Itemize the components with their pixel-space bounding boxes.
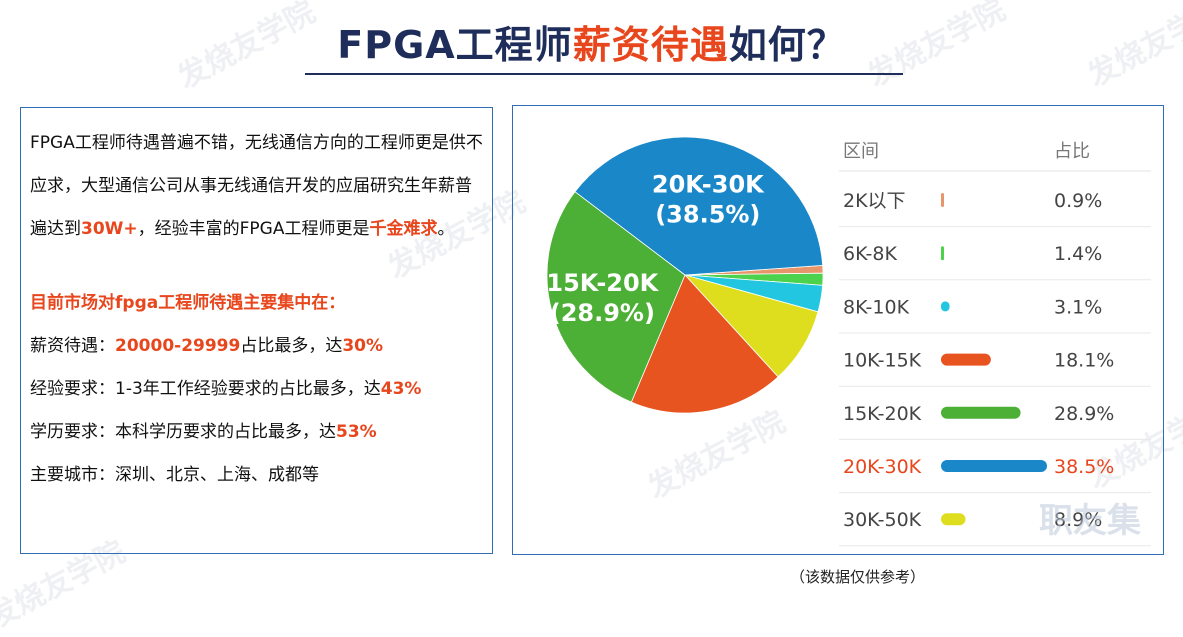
pie-slice-15k-20k [546,191,686,403]
title-part-3: 如何？ [728,23,846,67]
stat-salary-pct: 30% [342,336,384,356]
intro-highlight-salary: 30W+ [81,219,138,239]
pie-slice-20k-30k [574,136,824,276]
pie-label-range-20k-30k: 20K-30K [652,170,765,198]
stat-salary-range: 20000-29999 [115,336,241,356]
table-row-label-2k: 2K以下 [843,190,906,212]
table-row-pct-30k-50k: 8.9% [1054,509,1102,531]
pie-slice-10k-15k [630,274,779,414]
stat-exp-text: 1-3年工作经验要求的占比最多，达 [115,379,381,399]
table-bar-20k-30k [941,460,1047,472]
table-header-share: 占比 [1054,141,1090,162]
table-row-label-15k-20k: 15K-20K [843,403,922,425]
intro-text-1: FPGA工程师待遇普遍不错，无线通信方向的工程师更是供不应求，大型通信公司从事无… [30,133,483,239]
table-header-range: 区间 [843,141,879,162]
pie-label-pct-15k-20k: (28.9%) [550,299,655,327]
stat-edu-label: 学历要求： [30,422,115,442]
table-row-pct-15k-20k: 28.9% [1054,403,1114,425]
table-bar-10k-15k [941,353,991,366]
summary-panel: FPGA工程师待遇普遍不错，无线通信方向的工程师更是供不应求，大型通信公司从事无… [20,107,493,554]
footnote: （该数据仅供参考） [790,568,926,586]
table-row-pct-20k-30k: 38.5% [1054,456,1114,478]
title-underline [305,73,903,75]
intro-highlight-rare: 千金难求 [369,219,438,239]
table-row-pct-6k-8k: 1.4% [1054,243,1102,265]
stat-city-text: 深圳、北京、上海、成都等 [115,465,319,485]
stat-cities: 主要城市：深圳、北京、上海、成都等 [30,454,484,497]
stat-city-label: 主要城市： [30,465,115,485]
stat-edu-pct: 53% [336,422,377,442]
pie-label-range-15k-20k: 15K-20K [546,269,659,297]
brand-watermark: 职友集 [1039,501,1141,541]
title-highlight: 薪资待遇 [572,23,729,67]
table-bar-2k [941,193,944,207]
table-row-label-30k-50k: 30K-50K [843,509,922,531]
stat-edu-text: 本科学历要求的占比最多，达 [115,422,336,442]
table-row-label-8k-10k: 8K-10K [843,296,910,318]
title-part-1: FPGA工程师 [337,23,573,67]
table-row-pct-10k-15k: 18.1% [1054,350,1114,372]
table-bar-30k-50k [941,513,966,526]
stat-exp-pct: 43% [380,379,422,399]
market-heading: 目前市场对fpga工程师待遇主要集中在： [30,293,346,313]
table-bar-6k-8k [941,246,944,261]
table-row-label-20k-30k: 20K-30K [843,456,922,478]
intro-text-2: ，经验丰富的FPGA工程师更是 [137,219,370,239]
stat-salary-text: 占比最多，达 [240,336,343,356]
intro-text-3: 。 [437,219,455,239]
chart-panel: 20K-30K (38.5%) 15K-20K (28.9%) 区间 占比 2K以下 0.9%… [512,105,1164,555]
stat-salary-label: 薪资待遇： [30,336,115,356]
stat-salary: 薪资待遇：20000-29999占比最多，达30% [30,325,484,368]
table-bar-8k-10k [941,301,950,312]
stat-exp-label: 经验要求： [30,379,115,399]
intro-paragraph: FPGA工程师待遇普遍不错，无线通信方向的工程师更是供不应求，大型通信公司从事无… [30,122,484,251]
table-row-label-6k-8k: 6K-8K [843,243,897,265]
table-row-label-10k-15k: 10K-15K [843,350,922,372]
stat-experience: 经验要求：1-3年工作经验要求的占比最多，达43% [30,368,484,411]
table-bar-15k-20k [941,406,1021,419]
stat-education: 学历要求：本科学历要求的占比最多，达53% [30,411,484,454]
table-row-pct-2k: 0.9% [1054,190,1102,212]
page-title: FPGA工程师薪资待遇如何？ [0,14,1183,69]
table-row-pct-8k-10k: 3.1% [1054,296,1102,318]
pie-label-pct-20k-30k: (38.5%) [655,200,760,228]
